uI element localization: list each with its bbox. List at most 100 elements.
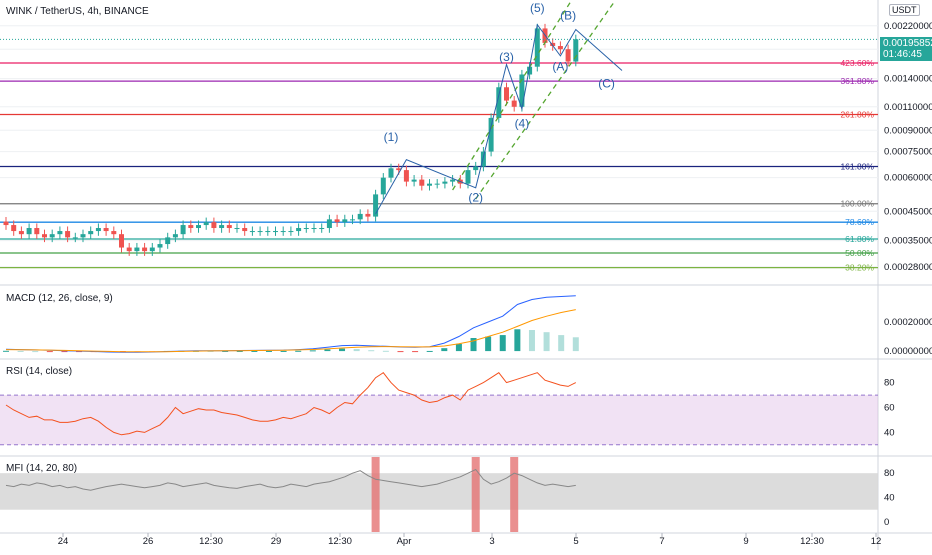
mfi-highlight (471, 457, 480, 532)
mfi-title: MFI (14, 20, 80) (6, 463, 78, 474)
candle-body (65, 231, 71, 238)
macd-histogram-bar (382, 350, 389, 352)
candle-body (211, 222, 217, 229)
candle-body (18, 231, 24, 235)
price-tick-label: 0.00045000 (884, 206, 932, 217)
candle-body (242, 228, 248, 232)
candle-body (11, 225, 17, 232)
candle-body (419, 179, 425, 186)
time-tick-label: 12:30 (800, 536, 824, 547)
macd-tick-label: 0.00020000 (884, 317, 932, 328)
candle-body (380, 177, 386, 195)
macd-histogram-bar (236, 350, 243, 352)
candle-body (42, 234, 47, 238)
macd-histogram-bar (353, 349, 360, 352)
candle-body (72, 237, 78, 239)
candle-body (473, 166, 479, 171)
price-badge-value: 0.00195852 (883, 38, 932, 49)
fib-level-label: 61.80% (845, 234, 874, 244)
candle-body (249, 231, 255, 233)
candle-body (288, 231, 294, 233)
candle-body (3, 221, 9, 226)
candle-body (280, 231, 286, 233)
rsi-tick-label: 80 (884, 378, 895, 389)
candle-body (373, 194, 379, 217)
wave-label: (3) (499, 50, 514, 64)
rsi-line (5, 372, 577, 436)
chart-title: WINK / TetherUS, 4h, BINANCE (6, 6, 149, 17)
price-badge-countdown: 01:46:45 (883, 49, 922, 60)
wave-label: (2) (468, 190, 483, 204)
macd-histogram-bar (543, 332, 550, 352)
candle-body (303, 228, 309, 230)
fib-level-label: 78.60% (845, 217, 874, 227)
fib-level-label: 38.20% (845, 263, 874, 273)
macd-histogram-bar (3, 350, 9, 352)
candle-body (311, 228, 317, 230)
mfi-highlight (371, 457, 380, 532)
macd-histogram-bar (441, 348, 448, 352)
price-tick-label: 0.00220000 (884, 21, 932, 32)
candle-body (342, 219, 348, 223)
macd-histogram-bar (572, 337, 579, 352)
wave-label: (A) (552, 60, 568, 74)
macd-histogram-bar (61, 351, 68, 353)
candle-body (226, 225, 232, 229)
macd-histogram-bar (397, 351, 404, 353)
candle-body (319, 228, 325, 230)
candle-body (34, 228, 40, 235)
candle-body (188, 225, 194, 229)
candle-body (196, 225, 201, 229)
candle-body (403, 170, 409, 182)
macd-histogram-bar (485, 336, 492, 352)
candle-body (557, 46, 563, 50)
fib-level-label: 50.00% (845, 248, 874, 258)
candle-body (26, 228, 32, 235)
candle-body (265, 231, 271, 233)
candle-body (257, 231, 263, 233)
wave-label: (C) (598, 76, 615, 90)
time-tick-label: 29 (271, 536, 282, 547)
candle-body (126, 247, 132, 252)
macd-title: MACD (12, 26, close, 9) (6, 293, 113, 304)
candle-body (119, 234, 124, 248)
candle-body (326, 219, 332, 229)
candle-body (411, 179, 417, 182)
mfi-band (0, 473, 878, 510)
time-tick-label: 26 (143, 536, 154, 547)
macd-histogram-bar (32, 351, 39, 353)
candle-body (442, 181, 448, 184)
macd-histogram-bar (426, 350, 433, 352)
price-tick-label: 0.00028000 (884, 262, 932, 273)
candle-body (496, 87, 502, 118)
candle-body (519, 74, 525, 107)
macd-histogram-bar (470, 338, 477, 352)
mfi-line (5, 468, 576, 491)
candle-body (219, 225, 225, 229)
candle-body (427, 183, 432, 186)
price-tick-label: 0.00090000 (884, 125, 932, 136)
candle-body (142, 247, 148, 252)
candle-body (57, 231, 63, 235)
macd-histogram-bar (222, 350, 229, 352)
macd-tick-label: 0.00000000 (884, 346, 932, 357)
elliott-wave-path (375, 23, 623, 215)
candle-body (273, 231, 278, 233)
candle-body (357, 213, 363, 220)
macd-histogram-bar (324, 349, 331, 352)
currency-button[interactable]: USDT (889, 4, 920, 16)
candle-body (565, 49, 571, 62)
wave-label: (1) (384, 130, 399, 144)
candle-body (172, 234, 178, 238)
fib-level-label: 361.80% (840, 76, 874, 86)
macd-histogram-bar (46, 351, 53, 353)
candle-body (396, 168, 402, 171)
time-tick-label: 7 (659, 536, 664, 547)
candle-body (234, 228, 240, 230)
fib-level-label: 161.80% (840, 162, 874, 172)
wave-label: (5) (530, 1, 545, 15)
time-tick-label: Apr (397, 536, 412, 547)
time-tick-label: 24 (58, 536, 69, 547)
candle-body (95, 228, 101, 232)
